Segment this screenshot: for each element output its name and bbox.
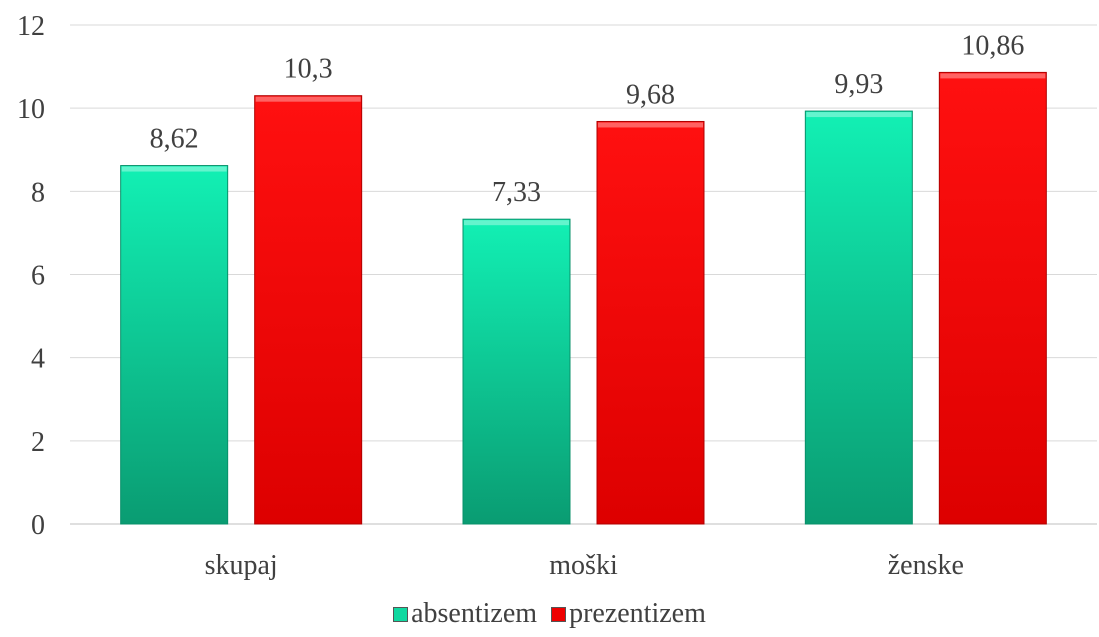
bar-prezentizem-moški (596, 120, 705, 525)
bar-absentizem-moški (462, 218, 571, 525)
y-tick-label-12: 12 (17, 11, 45, 42)
y-tick-label-8: 8 (31, 177, 45, 208)
bar-highlight-absentizem-moški (464, 220, 569, 226)
data-label-prezentizem-ženske: 10,86 (961, 30, 1024, 61)
bar-prezentizem-skupaj (254, 95, 363, 525)
y-tick-label-6: 6 (31, 261, 45, 292)
x-category-label-moški: moški (549, 550, 618, 581)
y-tick-label-2: 2 (31, 427, 45, 458)
y-axis-ticks: 0 2 4 6 8 10 12 (17, 11, 45, 541)
bar-highlight-absentizem-skupaj (121, 166, 227, 172)
bar-absentizem-ženske (804, 110, 913, 525)
bar-absentizem-skupaj (120, 165, 229, 525)
legend: absentizem prezentizem (0, 596, 1099, 632)
data-label-prezentizem-moški: 9,68 (626, 79, 675, 110)
bar-highlight-prezentizem-skupaj (255, 96, 361, 102)
data-label-absentizem-skupaj: 8,62 (150, 124, 199, 155)
legend-item-absentizem: absentizem (393, 600, 537, 628)
legend-swatch-prezentizem (551, 606, 567, 622)
y-tick-label-4: 4 (31, 344, 45, 375)
x-axis-categories: skupaj moški ženske (205, 550, 964, 581)
bar-highlight-prezentizem-ženske (940, 73, 1046, 79)
bar-highlight-absentizem-ženske (806, 112, 912, 118)
y-tick-label-0: 0 (31, 510, 45, 541)
data-labels: 8,62 10,3 7,33 9,68 9,93 10,86 (150, 30, 1025, 208)
gridlines (70, 24, 1097, 525)
legend-swatch-absentizem (393, 606, 409, 622)
y-tick-label-10: 10 (17, 94, 45, 125)
legend-label-prezentizem: prezentizem (569, 598, 706, 629)
x-category-label-ženske: ženske (888, 550, 964, 581)
data-label-absentizem-ženske: 9,93 (834, 69, 883, 100)
legend-label-absentizem: absentizem (411, 598, 538, 629)
x-category-label-skupaj: skupaj (205, 550, 278, 581)
data-label-prezentizem-skupaj: 10,3 (284, 54, 333, 85)
bar-highlight-prezentizem-moški (598, 122, 703, 128)
bars (120, 71, 1047, 525)
data-label-absentizem-moški: 7,33 (492, 177, 541, 208)
legend-item-prezentizem: prezentizem (551, 600, 706, 628)
bar-prezentizem-ženske (938, 71, 1047, 525)
